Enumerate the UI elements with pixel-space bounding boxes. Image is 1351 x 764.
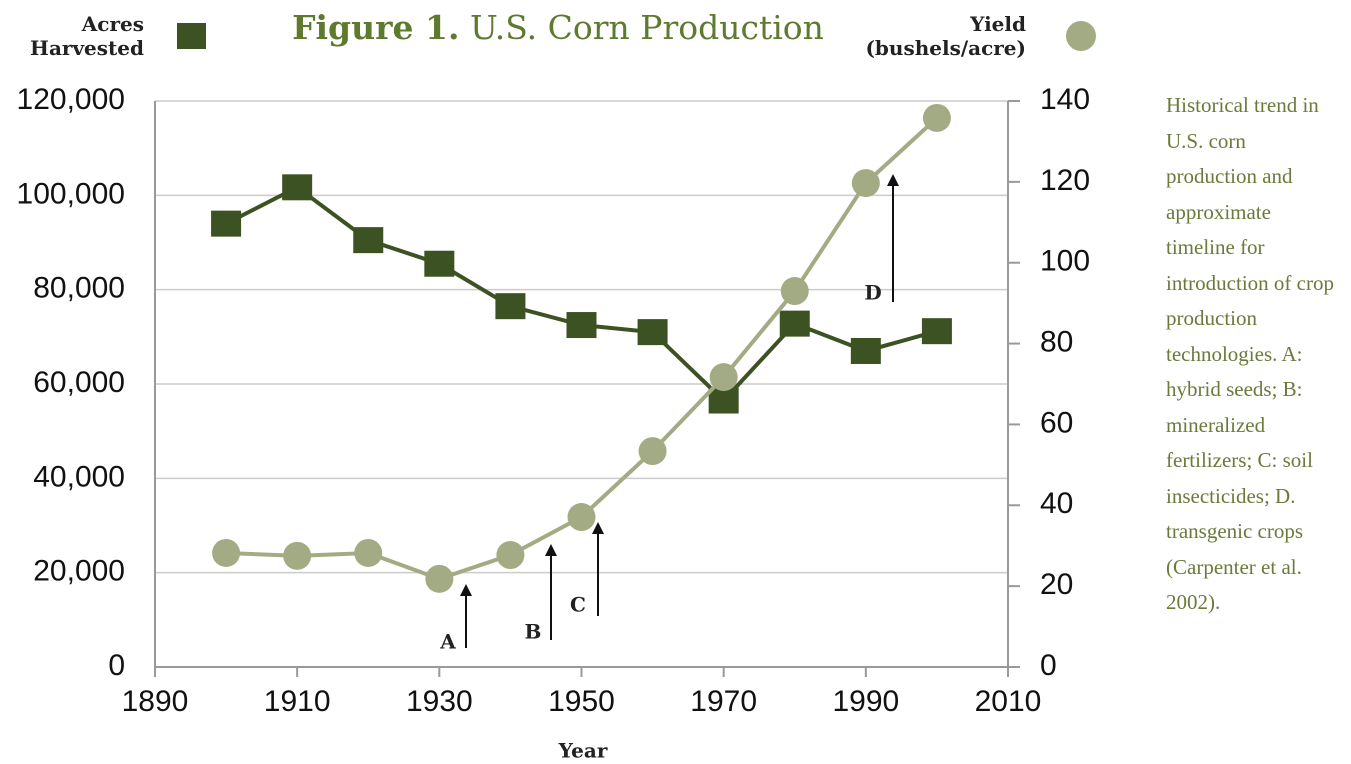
annotation-label: B	[525, 620, 542, 644]
data-point	[922, 103, 951, 132]
data-point	[638, 437, 667, 466]
data-point	[708, 387, 739, 414]
y2-tick-label: 60	[1040, 406, 1073, 439]
x-axis-label: Year	[558, 739, 608, 763]
x-tick-label: 1890	[122, 685, 189, 718]
title-figure: Figure 1.	[292, 8, 459, 47]
y-tick-label: 0	[108, 649, 125, 682]
x-tick-label: 1930	[406, 685, 473, 718]
y2-tick-label: 80	[1040, 325, 1073, 358]
y2-tick-label: 140	[1040, 83, 1090, 116]
y-tick-label: 60,000	[33, 366, 125, 399]
data-point	[850, 337, 881, 364]
title-text: U.S. Corn Production	[470, 8, 824, 47]
y-tick-label: 80,000	[33, 272, 125, 305]
data-point	[354, 538, 383, 567]
x-tick-label: 1910	[264, 685, 331, 718]
chart-title: Figure 1. U.S. Corn Production	[292, 8, 824, 47]
x-tick-label: 1970	[690, 685, 757, 718]
data-point	[212, 538, 241, 567]
legend-acres: Acres Harvested	[30, 12, 144, 60]
x-tick-label: 1990	[832, 685, 899, 718]
data-point	[851, 169, 880, 198]
data-point	[709, 363, 738, 392]
data-point	[779, 310, 810, 337]
data-point	[353, 227, 384, 254]
data-point	[496, 541, 525, 570]
data-point	[566, 312, 597, 339]
y2-tick-label: 20	[1040, 568, 1073, 601]
data-point	[282, 174, 313, 201]
annotation-label: C	[570, 593, 586, 617]
data-point	[283, 541, 312, 570]
series-line	[225, 184, 938, 404]
y-tick-label: 20,000	[33, 555, 125, 588]
y-tick-label: 100,000	[17, 177, 125, 210]
data-point	[780, 277, 809, 306]
legend-marker	[177, 23, 206, 49]
caption: Historical trend in U.S. corn production…	[1166, 93, 1334, 614]
data-point	[211, 210, 242, 237]
data-point	[424, 250, 455, 277]
annotation-label: A	[439, 630, 456, 654]
y2-tick-label: 120	[1040, 164, 1090, 197]
data-point	[567, 503, 596, 532]
y-tick-label: 120,000	[17, 83, 125, 116]
legend-yield: Yield (bushels/acre)	[865, 12, 1026, 60]
y2-tick-label: 40	[1040, 487, 1073, 520]
legend-marker	[1066, 21, 1096, 51]
annotation-label: D	[864, 281, 881, 305]
y-tick-label: 40,000	[33, 460, 125, 493]
y2-tick-label: 0	[1040, 649, 1057, 682]
x-tick-label: 1950	[548, 685, 615, 718]
y2-tick-label: 100	[1040, 245, 1090, 278]
data-point	[921, 318, 952, 345]
data-point	[637, 319, 668, 346]
data-point	[425, 564, 454, 593]
x-tick-label: 2010	[975, 685, 1042, 718]
data-point	[495, 293, 526, 320]
